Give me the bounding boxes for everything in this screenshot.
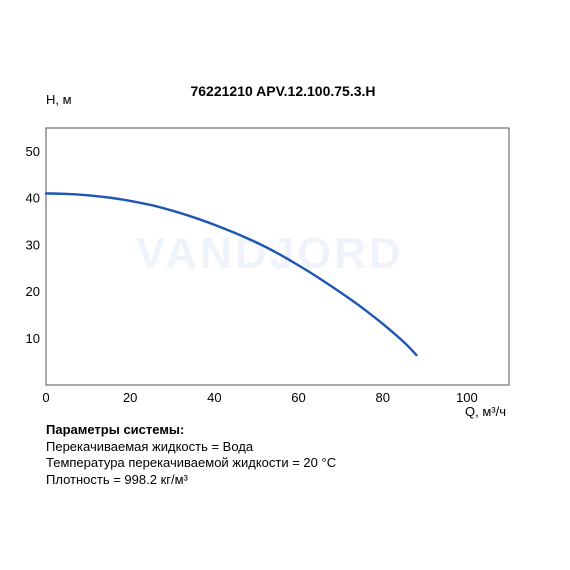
x-tick-label: 80 <box>375 390 389 405</box>
x-axis-label: Q, м³/ч <box>465 404 506 419</box>
x-tick-label: 0 <box>42 390 49 405</box>
param-temperature: Температура перекачиваемой жидкости = 20… <box>46 455 337 470</box>
chart-title: 76221210 APV.12.100.75.3.H <box>190 83 375 99</box>
y-axis-label: H, м <box>46 92 72 107</box>
watermark-logo: VANDJORD <box>136 229 404 278</box>
param-liquid: Перекачиваемая жидкость = Вода <box>46 438 254 454</box>
x-tick-labels: 0 20 40 60 80 100 <box>42 390 477 405</box>
series-line <box>44 192 418 357</box>
y-tick-label: 40 <box>26 191 40 206</box>
param-density: Плотность = 998.2 кг/м³ <box>46 471 188 487</box>
x-tick-label: 20 <box>123 390 137 405</box>
y-tick-label: 30 <box>26 237 40 252</box>
y-tick-label: 20 <box>26 284 40 299</box>
plot-frame <box>45 127 510 386</box>
system-params: Параметры системы: Перекачиваемая жидкос… <box>46 422 336 488</box>
y-tick-label: 50 <box>26 144 40 159</box>
x-tick-label: 60 <box>291 390 305 405</box>
system-params-heading: Параметры системы: <box>46 422 185 437</box>
x-tick-label: 40 <box>207 390 221 405</box>
y-tick-labels: 10 20 30 40 50 <box>26 144 40 346</box>
x-tick-label: 100 <box>456 390 478 405</box>
y-tick-label: 10 <box>26 331 40 346</box>
